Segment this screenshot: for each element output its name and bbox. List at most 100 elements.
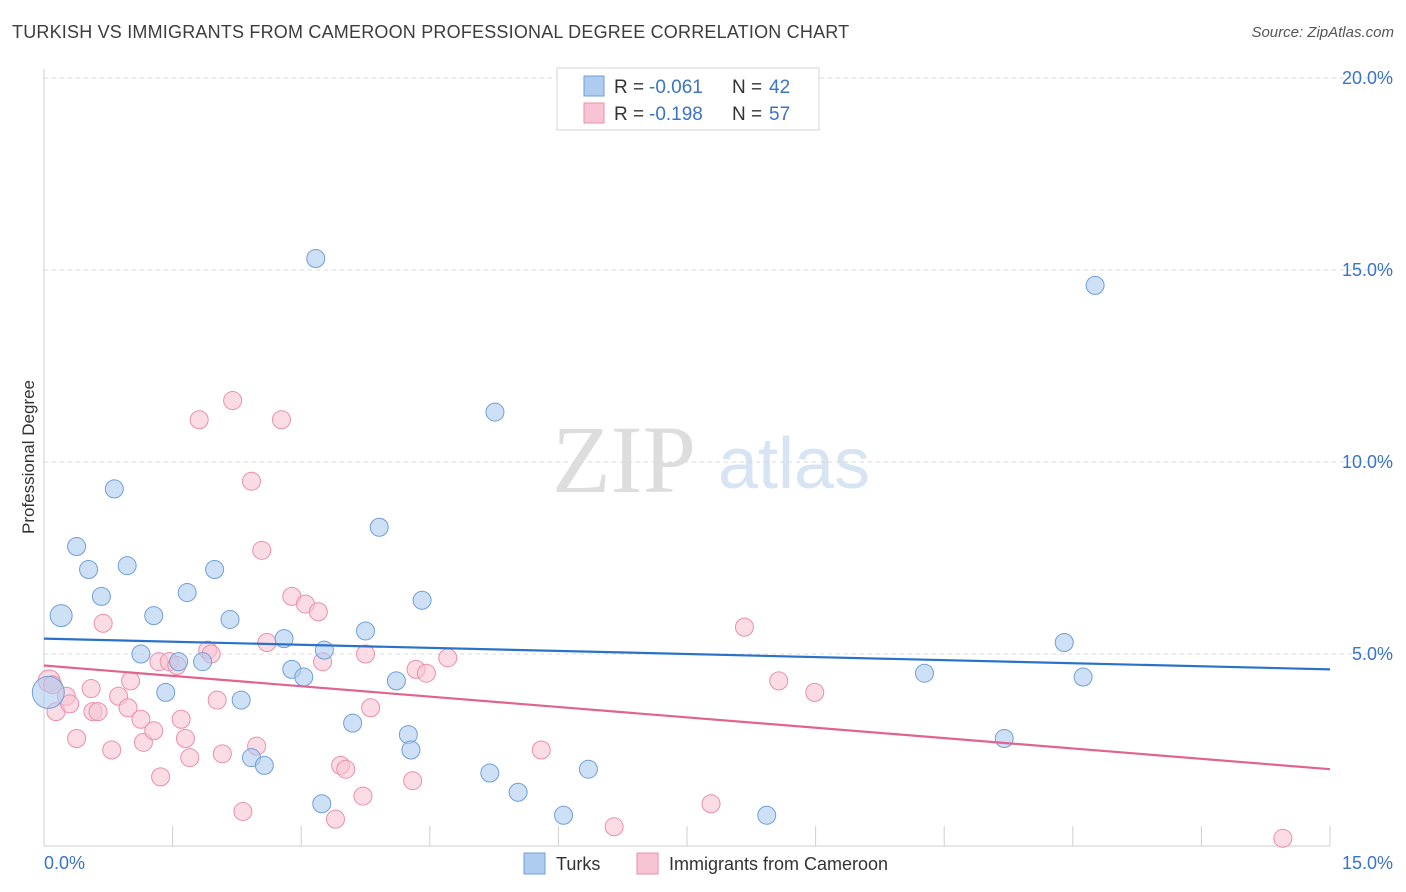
y-tick-label: 10.0%: [1342, 452, 1393, 472]
turks-point: [412, 590, 432, 610]
turks-point: [231, 690, 251, 710]
x-tick-label-min: 0.0%: [44, 853, 85, 873]
legend-label-cameroon: Immigrants from Cameroon: [669, 854, 888, 874]
cameroon-point: [233, 801, 253, 821]
turks-point: [254, 755, 274, 775]
stats-legend-n-label-turks: N =: [732, 77, 762, 98]
cameroon-point: [353, 786, 373, 806]
stats-legend-swatch-cameroon: [583, 102, 605, 124]
cameroon-point: [325, 809, 345, 829]
cameroon-point: [189, 410, 209, 430]
cameroon-point: [271, 410, 291, 430]
cameroon-point: [81, 679, 101, 699]
turks-point: [312, 794, 332, 814]
cameroon-point: [212, 744, 232, 764]
cameroon-point: [121, 671, 141, 691]
cameroon-point: [151, 767, 171, 787]
turks-point: [757, 805, 777, 825]
y-tick-label: 20.0%: [1342, 68, 1393, 88]
trend-lines: [43, 637, 1331, 771]
turks-point: [994, 728, 1014, 748]
turks-point: [343, 713, 363, 733]
turks-point: [914, 663, 934, 683]
turks-point: [131, 644, 151, 664]
cameroon-point: [769, 671, 789, 691]
cameroon-point: [403, 771, 423, 791]
turks-point: [117, 556, 137, 576]
stats-legend: R = -0.061 N = 42 R = -0.198 N = 57: [556, 67, 820, 131]
cameroon-point: [531, 740, 551, 760]
turks-point: [356, 621, 375, 641]
cameroon-point: [252, 540, 272, 560]
legend-label-turks: Turks: [556, 854, 600, 874]
chart-title: TURKISH VS IMMIGRANTS FROM CAMEROON PROF…: [12, 22, 850, 42]
turks-point: [386, 671, 406, 691]
watermark-atlas: atlas: [718, 424, 870, 504]
cameroon-point: [93, 613, 113, 633]
cameroon-point: [604, 817, 624, 837]
turks-point: [480, 763, 500, 783]
turks-point: [177, 583, 197, 603]
x-tick-label-max: 15.0%: [1342, 853, 1393, 873]
turks-point: [485, 402, 505, 422]
cameroon-point: [175, 728, 195, 748]
cameroon-point: [701, 794, 721, 814]
turks-point: [169, 652, 189, 672]
turks-point: [79, 560, 99, 580]
cameroon-point: [171, 709, 191, 729]
legend-swatch-turks: [523, 852, 546, 875]
turks-point: [369, 517, 389, 537]
series-turks: [31, 248, 1105, 825]
cameroon-point: [356, 644, 375, 664]
turks-point: [294, 667, 314, 687]
y-tick-labels: 5.0% 10.0% 15.0% 20.0%: [1342, 68, 1393, 664]
turks-trend-line: [43, 637, 1331, 671]
cameroon-point: [336, 759, 356, 779]
cameroon-point: [361, 698, 381, 718]
turks-point: [156, 682, 176, 702]
turks-point: [31, 675, 65, 709]
cameroon-point: [180, 748, 200, 768]
turks-point: [205, 560, 225, 580]
turks-point: [193, 652, 213, 672]
turks-point: [91, 586, 111, 606]
legend-swatch-cameroon: [636, 852, 659, 875]
cameroon-point: [118, 698, 138, 718]
cameroon-point: [241, 471, 261, 491]
turks-point: [104, 479, 124, 499]
watermark-zip: ZIP: [552, 406, 696, 513]
stats-legend-r-label-turks: R =: [614, 77, 644, 98]
turks-point: [49, 604, 73, 628]
turks-point: [274, 629, 294, 649]
cameroon-point: [416, 663, 436, 683]
turks-point: [554, 805, 574, 825]
turks-point: [306, 248, 326, 268]
cameroon-point: [308, 602, 328, 622]
stats-legend-r-label-cameroon: R =: [614, 104, 644, 125]
turks-point: [220, 609, 240, 629]
cameroon-point: [257, 632, 277, 652]
cameroon-point: [144, 721, 164, 741]
turks-point: [401, 740, 421, 760]
y-tick-label: 15.0%: [1342, 260, 1393, 280]
cameroon-point: [1273, 828, 1293, 848]
cameroon-point: [438, 648, 458, 668]
turks-point: [314, 640, 334, 660]
series-legend: Turks Immigrants from Cameroon: [523, 852, 888, 875]
cameroon-point: [102, 740, 122, 760]
stats-legend-r-value-cameroon: -0.198: [649, 104, 703, 125]
y-axis-label: Professional Degree: [19, 380, 38, 534]
turks-point: [578, 759, 598, 779]
turks-point: [1085, 275, 1105, 295]
cameroon-point: [734, 617, 754, 637]
stats-legend-n-label-cameroon: N =: [732, 104, 762, 125]
stats-legend-swatch-turks: [583, 75, 605, 97]
turks-point: [1073, 667, 1093, 687]
cameroon-point: [207, 690, 227, 710]
cameroon-point: [67, 728, 87, 748]
turks-point: [67, 536, 87, 556]
cameroon-point: [88, 702, 108, 722]
turks-point: [1054, 632, 1074, 652]
stats-legend-n-value-cameroon: 57: [769, 104, 790, 125]
